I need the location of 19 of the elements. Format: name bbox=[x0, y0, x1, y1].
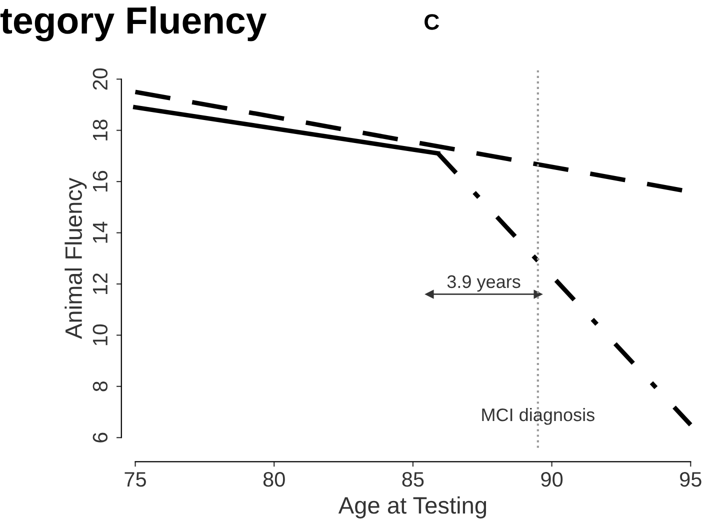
y-tick-label: 8 bbox=[92, 382, 108, 392]
y-tick-label: 12 bbox=[92, 273, 108, 294]
x-tick-label: 95 bbox=[680, 472, 702, 487]
chart-subtitle: C bbox=[424, 14, 440, 30]
y-tick-label: 6 bbox=[92, 432, 108, 442]
y-tick-label: 18 bbox=[92, 120, 108, 140]
y-tick-label: 16 bbox=[92, 170, 108, 192]
x-axis-title: Age at Testing bbox=[338, 496, 486, 518]
annotation: 3.9 years bbox=[447, 275, 520, 292]
y-tick-label: 14 bbox=[93, 222, 108, 243]
x-tick-label: 75 bbox=[124, 472, 146, 487]
x-tick-label: 80 bbox=[263, 472, 285, 487]
y-axis-title: Animal Fluency bbox=[64, 178, 87, 340]
chart-title: tegory Fluency bbox=[0, 6, 267, 42]
ref-line-label: MCI diagnosis bbox=[482, 408, 594, 425]
y-tick-label: 20 bbox=[92, 68, 108, 90]
x-tick-label: 90 bbox=[541, 472, 563, 487]
y-tick-label: 10 bbox=[92, 324, 108, 346]
x-tick-label: 85 bbox=[402, 472, 424, 487]
